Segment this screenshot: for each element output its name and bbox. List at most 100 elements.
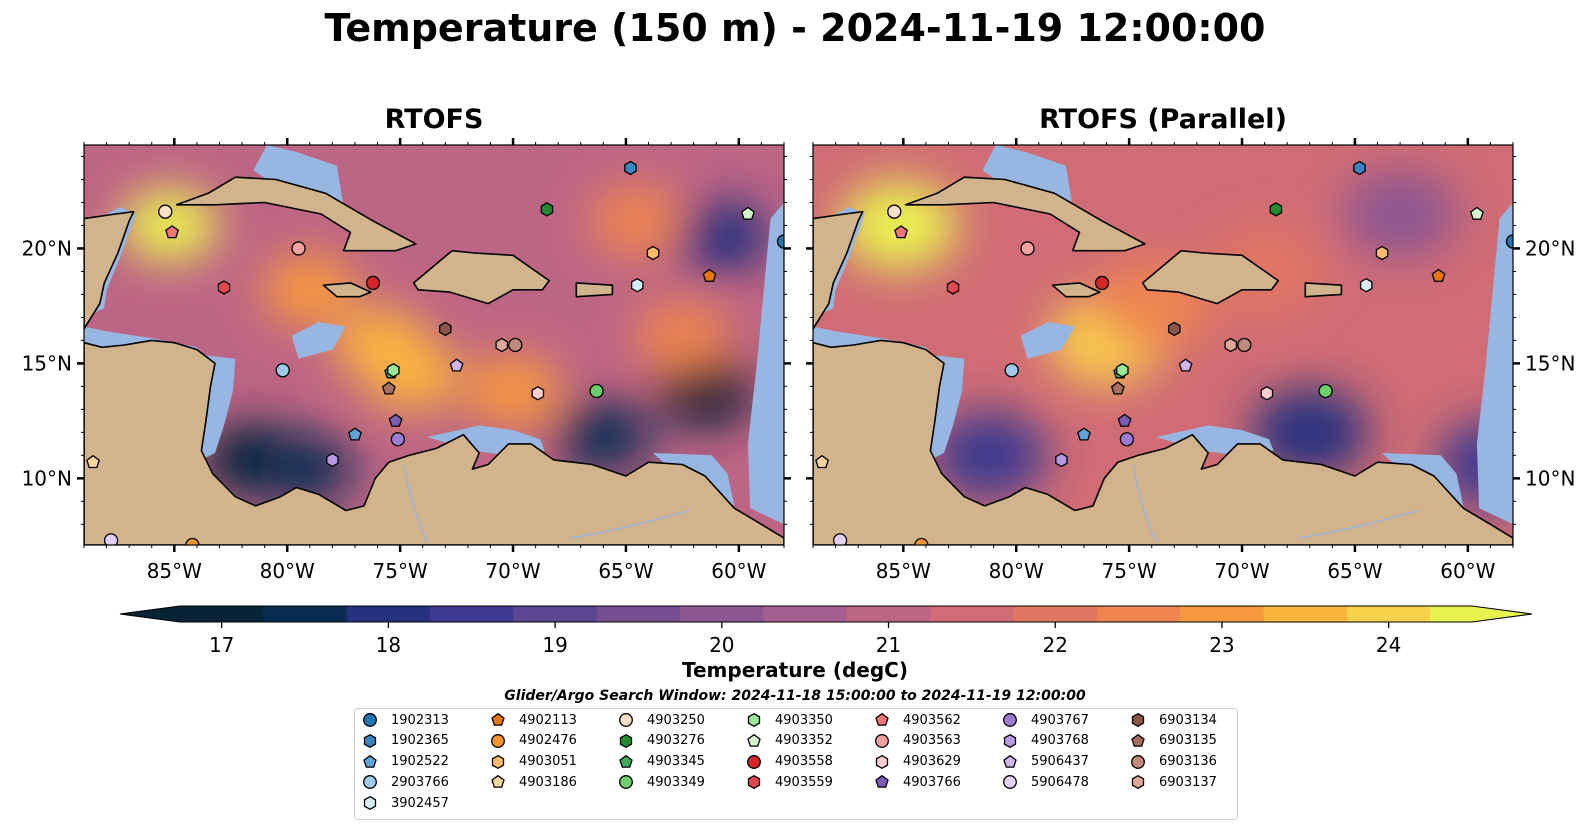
float-marker-4903767 (1119, 432, 1135, 447)
colorbar-segment (846, 606, 931, 622)
figure-title: Temperature (150 m) - 2024-11-19 12:00:0… (324, 6, 1266, 50)
legend-label: 4903562 (903, 712, 961, 728)
legend-marker-4903563 (875, 733, 889, 748)
float-marker-4903563 (291, 241, 306, 256)
float-marker-4903186 (815, 454, 829, 469)
legend-item-4903562: 4903562 (873, 710, 961, 730)
legend-label: 4903629 (903, 754, 961, 770)
lat-tick-label: 20°N (1525, 236, 1575, 260)
legend-item-4902476: 4902476 (489, 731, 577, 751)
colorbar-segment (180, 606, 264, 622)
circle-marker-icon (1003, 713, 1017, 727)
pentagon-marker-icon (875, 775, 889, 789)
float-marker-6903137 (495, 337, 509, 353)
float-marker-4903558 (1094, 275, 1110, 291)
float-marker-1902522 (348, 427, 362, 441)
legend-item-4903558: 4903558 (745, 752, 833, 772)
hexagon-marker-icon (747, 775, 761, 790)
legend-item-6903136: 6903136 (1129, 752, 1217, 772)
legend-marker-1902313 (363, 713, 377, 727)
pentagon-marker-icon (363, 754, 377, 768)
legend-label: 4903349 (647, 774, 705, 790)
legend-label: 4903186 (519, 774, 577, 790)
legend-item-6903135: 6903135 (1129, 731, 1217, 751)
hexagon-marker-icon (1003, 733, 1017, 748)
lon-tick-label: 65°W (1327, 559, 1382, 583)
colorbar-segment (263, 606, 348, 622)
lat-tick-label: 15°N (1525, 351, 1575, 375)
temperature-feature (555, 400, 652, 473)
legend-marker-4903186 (491, 775, 505, 789)
float-marker-6903135 (1110, 381, 1125, 395)
float-marker-4903629 (1260, 386, 1274, 401)
temperature-feature (257, 433, 354, 506)
legend-item-1902365: 1902365 (361, 731, 449, 751)
legend-label: 4903350 (775, 712, 833, 728)
lon-tick-label: 85°W (876, 559, 931, 583)
lat-tick-label: 10°N (22, 466, 72, 490)
pentagon-marker-icon (491, 712, 505, 726)
float-marker-4903250 (887, 204, 902, 219)
float-marker-3902457 (630, 277, 644, 293)
float-marker-1902365 (1353, 160, 1366, 176)
legend-label: 1902365 (391, 733, 449, 749)
legend-label: 5906437 (1031, 754, 1089, 770)
float-marker-4902113 (1431, 268, 1446, 282)
legend-label: 4903345 (647, 754, 705, 770)
hexagon-marker-icon (363, 796, 377, 811)
legend-marker-4903345 (619, 754, 633, 768)
legend-label: 4903276 (647, 733, 705, 749)
hexagon-marker-icon (875, 754, 889, 769)
land (904, 176, 1146, 252)
legend-label: 6903136 (1159, 754, 1217, 770)
float-marker-1902522 (1077, 427, 1091, 441)
legend-marker-4903350 (747, 712, 761, 728)
pentagon-marker-icon (619, 754, 633, 768)
legend-item-4903051: 4903051 (489, 752, 577, 772)
colorbar-tick-label: 20 (709, 633, 734, 657)
legend-item-1902522: 1902522 (361, 752, 449, 772)
legend-label: 4903558 (775, 754, 833, 770)
lon-tick-label: 75°W (373, 559, 428, 583)
legend-marker-4902113 (491, 712, 505, 726)
float-marker-6903137 (1224, 337, 1238, 353)
map-panel-rtofs-parallel: 85°W 80°W 75°W 70°W 65°W 60°W 10°N 15°N 20°N (806, 138, 1575, 583)
temperature-feature (261, 253, 358, 326)
float-marker-4903051 (646, 245, 660, 261)
float-marker-4903768 (1055, 452, 1068, 468)
float-marker-6903136 (508, 337, 523, 353)
hexagon-marker-icon (363, 733, 377, 748)
hexagon-marker-icon (747, 712, 761, 728)
pentagon-marker-icon (491, 775, 505, 789)
temperature-feature (465, 354, 562, 427)
float-marker-4903350 (1116, 363, 1129, 378)
legend-title: Glider/Argo Search Window: 2024-11-18 15… (504, 688, 1086, 704)
river (1132, 464, 1157, 544)
colorbar-segment (1430, 606, 1473, 622)
land (412, 249, 550, 305)
legend-item-4903186: 4903186 (489, 772, 577, 792)
float-marker-4903349 (1318, 383, 1333, 399)
colorbar-tick-label: 22 (1042, 633, 1067, 657)
temperature-feature (1342, 169, 1459, 258)
panel-title-rtofs: RTOFS (384, 104, 484, 135)
lon-tick-label: 70°W (1214, 559, 1269, 583)
legend-item-6903137: 6903137 (1129, 772, 1217, 792)
legend-label: 4903563 (903, 733, 961, 749)
legend-item-4903563: 4903563 (873, 731, 961, 751)
legend-marker-1902522 (363, 754, 377, 768)
float-marker-4903767 (390, 432, 406, 447)
temperature-feature (931, 411, 1048, 500)
legend-item-3902457: 3902457 (361, 793, 449, 813)
legend-marker-2903766 (363, 775, 377, 790)
legend-item-5906437: 5906437 (1001, 752, 1089, 772)
legend-label: 4902476 (519, 733, 577, 749)
shallow-water (1020, 322, 1075, 359)
map-panel-rtofs: 85°W 80°W 75°W 70°W 65°W 60°W 10°N 15°N 20°N (22, 138, 791, 583)
lon-tick-label: 85°W (147, 559, 202, 583)
shallow-water (1476, 202, 1513, 525)
hexagon-marker-icon (1131, 712, 1145, 728)
legend-item-4903767: 4903767 (1001, 710, 1089, 730)
legend-label: 5906478 (1031, 774, 1089, 790)
float-marker-4902113 (702, 268, 717, 282)
